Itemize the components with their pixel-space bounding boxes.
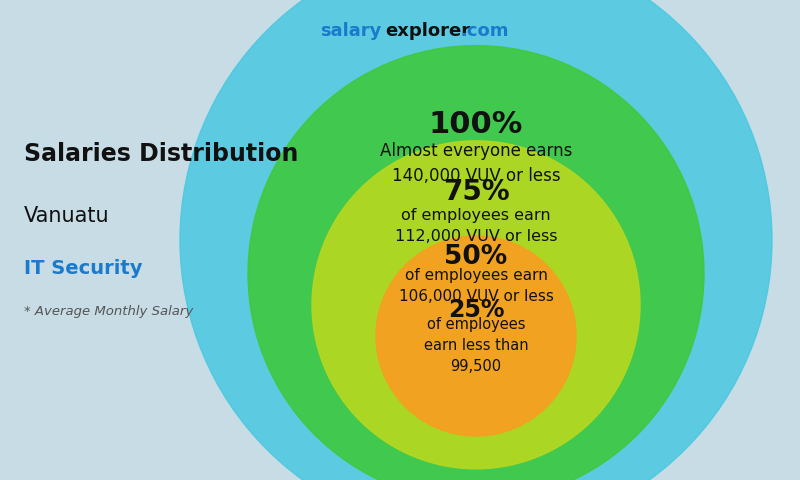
Ellipse shape [376, 236, 576, 436]
Text: Almost everyone earns
140,000 VUV or less: Almost everyone earns 140,000 VUV or les… [380, 142, 572, 185]
Ellipse shape [312, 141, 640, 469]
Ellipse shape [248, 46, 704, 480]
Text: salary: salary [320, 22, 382, 40]
Text: 25%: 25% [448, 298, 504, 322]
Text: IT Security: IT Security [24, 259, 142, 278]
Text: of employees earn
112,000 VUV or less: of employees earn 112,000 VUV or less [394, 208, 558, 244]
Text: 50%: 50% [444, 244, 508, 270]
Text: * Average Monthly Salary: * Average Monthly Salary [24, 305, 194, 319]
Text: 75%: 75% [442, 178, 510, 206]
Ellipse shape [180, 0, 772, 480]
Text: of employees
earn less than
99,500: of employees earn less than 99,500 [424, 317, 528, 374]
Text: of employees earn
106,000 VUV or less: of employees earn 106,000 VUV or less [398, 268, 554, 304]
Text: 100%: 100% [429, 110, 523, 139]
Text: explorer: explorer [386, 22, 470, 40]
Text: Salaries Distribution: Salaries Distribution [24, 142, 298, 166]
Text: .com: .com [460, 22, 509, 40]
Text: Vanuatu: Vanuatu [24, 206, 110, 226]
